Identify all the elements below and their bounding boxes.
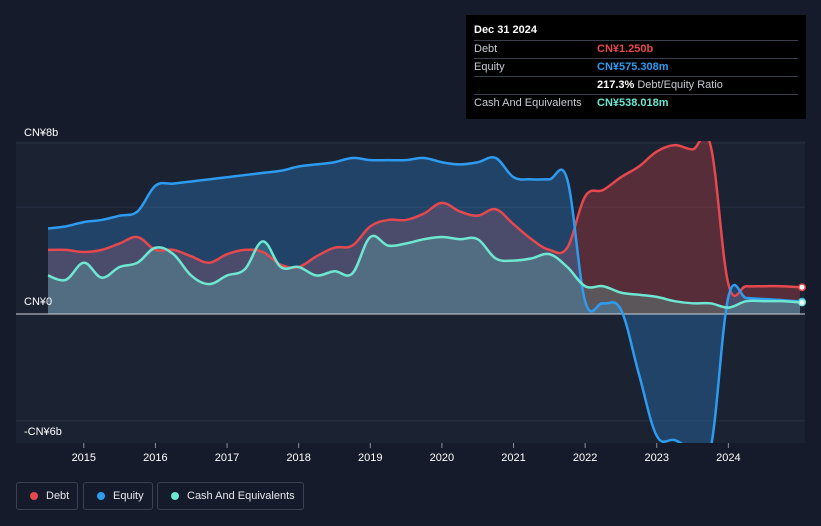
x-tick-label: 2017 — [215, 452, 239, 464]
tooltip-label-debt: Debt — [474, 43, 498, 55]
series-endpoints — [798, 283, 806, 307]
cash-and-equivalents-area — [48, 235, 800, 314]
cash-and-equivalents-endpoint — [798, 298, 806, 307]
x-tick-label: 2022 — [573, 452, 597, 464]
x-tick-label: 2016 — [143, 452, 167, 464]
x-tick-label: 2020 — [430, 452, 454, 464]
legend-debt-label: Debt — [46, 490, 70, 502]
legend-debt[interactable]: Debt — [16, 482, 78, 510]
tooltip-value-equity: CN¥575.308m — [597, 61, 669, 73]
legend-cash-dot — [171, 492, 179, 500]
tooltip-row-cash: Cash And Equivalents CN¥538.018m — [474, 94, 798, 112]
legend-equity-label: Equity — [113, 490, 144, 502]
tooltip-label-equity: Equity — [474, 61, 505, 73]
equity-area — [48, 157, 800, 443]
equity-line — [47, 156, 801, 443]
tooltip-row-ratio: 217.3% Debt/Equity Ratio — [474, 76, 798, 94]
x-tick-label: 2024 — [716, 452, 740, 464]
tooltip-value-ratio: 217.3% — [597, 79, 635, 91]
plot-background — [16, 141, 805, 443]
legend-debt-dot — [30, 492, 38, 500]
x-axis: 2015 2016 2017 2018 2019 2020 2021 2022 2023 2024 — [72, 443, 741, 464]
y-axis: CN¥8b CN¥0 -CN¥6b — [24, 127, 62, 438]
legend-cash-label: Cash And Equivalents — [187, 490, 295, 502]
y-tick-label: CN¥0 — [24, 296, 52, 308]
legend-equity-dot — [97, 492, 105, 500]
tooltip-value-debt: CN¥1.250b — [597, 43, 654, 55]
y-tick-label: -CN¥6b — [24, 426, 62, 438]
legend-equity[interactable]: Equity — [83, 482, 153, 510]
tooltip-label-ratio — [474, 77, 597, 94]
tooltip-row-debt: Debt CN¥1.250b — [474, 40, 798, 58]
tooltip-ratio-caption: Debt/Equity Ratio — [637, 79, 723, 91]
series-lines — [47, 141, 801, 443]
y-tick-label: CN¥8b — [24, 127, 58, 139]
x-tick-label: 2023 — [645, 452, 669, 464]
x-tick-label: 2019 — [358, 452, 382, 464]
tooltip-label-cash: Cash And Equivalents — [474, 97, 582, 109]
cash-and-equivalents-line — [47, 234, 801, 309]
tooltip-date: Dec 31 2024 — [474, 24, 537, 36]
debt-endpoint — [798, 283, 806, 292]
tooltip-panel: Dec 31 2024 Debt CN¥1.250b Equity CN¥575… — [466, 15, 806, 119]
x-tick-label: 2021 — [501, 452, 525, 464]
legend-cash[interactable]: Cash And Equivalents — [157, 482, 304, 510]
tooltip-value-cash: CN¥538.018m — [597, 97, 669, 109]
x-tick-label: 2018 — [286, 452, 310, 464]
x-tick-label: 2015 — [72, 452, 96, 464]
debt-line — [47, 141, 801, 298]
tooltip-row-equity: Equity CN¥575.308m — [474, 58, 798, 76]
